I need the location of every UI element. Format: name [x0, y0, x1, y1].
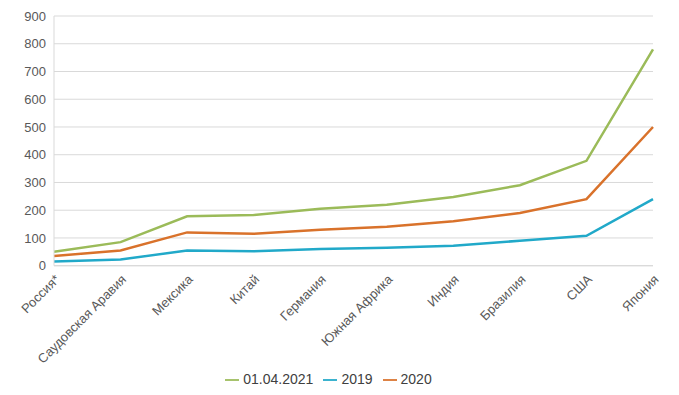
- svg-text:200: 200: [24, 203, 46, 218]
- svg-text:Индия: Индия: [424, 272, 462, 310]
- svg-text:Япония: Япония: [619, 272, 662, 315]
- svg-text:0: 0: [39, 258, 46, 273]
- html-text:2019: 2019: [341, 370, 373, 387]
- html-text:2020: 2020: [400, 370, 432, 387]
- svg-text:Бразилия: Бразилия: [477, 272, 529, 324]
- svg-text:300: 300: [24, 175, 46, 190]
- svg-text:600: 600: [24, 92, 46, 107]
- svg-text:400: 400: [24, 147, 46, 162]
- svg-text:Саудовская Аравия: Саудовская Аравия: [34, 272, 129, 367]
- svg-text:100: 100: [24, 231, 46, 246]
- svg-text:Китай: Китай: [227, 272, 262, 307]
- svg-text:США: США: [563, 272, 595, 304]
- svg-text:Мексика: Мексика: [149, 271, 196, 318]
- svg-text:900: 900: [24, 9, 46, 24]
- svg-text:500: 500: [24, 120, 46, 135]
- svg-text:Россия*: Россия*: [18, 272, 62, 316]
- svg-text:700: 700: [24, 64, 46, 79]
- svg-text:Южная Африка: Южная Африка: [318, 271, 396, 349]
- svg-text:Германия: Германия: [277, 272, 329, 324]
- html-text:01.04.2021: 01.04.2021: [243, 370, 314, 387]
- svg-text:800: 800: [24, 36, 46, 51]
